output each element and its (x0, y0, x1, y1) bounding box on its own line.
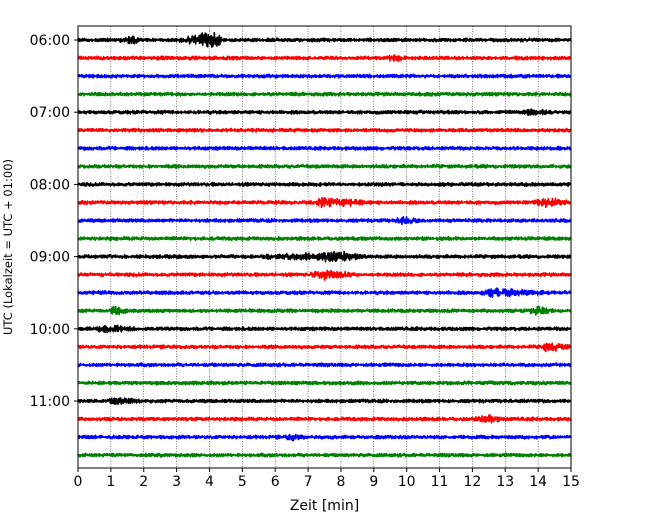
trace-1145 (77, 452, 572, 458)
x-tick-label-12: 12 (463, 474, 481, 490)
trace-1000 (77, 324, 572, 334)
x-tick-label-15: 15 (562, 474, 580, 490)
trace-0900 (77, 250, 572, 263)
trace-0645 (77, 91, 572, 97)
trace-0745 (77, 163, 572, 169)
trace-0930 (77, 287, 572, 298)
trace-1130 (77, 433, 572, 442)
y-tick-label-2: 08:00 (30, 177, 70, 193)
trace-0800 (77, 181, 572, 188)
x-tick-label-14: 14 (529, 474, 547, 490)
x-tick-label-13: 13 (496, 474, 514, 490)
x-tick-label-5: 5 (238, 474, 247, 490)
trace-1100 (77, 397, 572, 405)
x-tick-label-10: 10 (398, 474, 416, 490)
x-tick-label-9: 9 (369, 474, 378, 490)
x-tick-label-8: 8 (336, 474, 345, 490)
trace-0730 (77, 145, 572, 151)
y-tick-label-3: 09:00 (30, 250, 70, 266)
y-tick-label-0: 06:00 (30, 33, 70, 49)
trace-0630 (77, 73, 572, 79)
trace-0700 (77, 108, 572, 116)
x-tick-label-1: 1 (106, 474, 115, 490)
x-tick-label-4: 4 (205, 474, 214, 490)
trace-1115 (77, 414, 572, 424)
trace-0715 (77, 127, 572, 133)
y-tick-label-4: 10:00 (30, 322, 70, 338)
grid-lines (110, 26, 539, 468)
trace-0915 (77, 269, 572, 281)
x-tick-label-6: 6 (271, 474, 280, 490)
trace-1045 (77, 380, 572, 386)
plot-frame (77, 25, 572, 469)
trace-0830 (77, 216, 572, 226)
trace-0615 (77, 54, 572, 63)
y-axis-ticks: 06:00 07:00 08:00 09:00 10:00 11:00 (30, 33, 78, 410)
x-tick-label-2: 2 (139, 474, 148, 490)
x-tick-label-3: 3 (172, 474, 181, 490)
y-tick-label-5: 11:00 (30, 394, 70, 410)
y-tick-label-1: 07:00 (30, 105, 70, 121)
seismogram-traces (77, 31, 572, 458)
trace-0845 (77, 235, 572, 242)
x-axis-label: Zeit [min] (290, 498, 359, 514)
trace-1015 (77, 342, 572, 353)
x-tick-label-11: 11 (431, 474, 449, 490)
y-axis-label: UTC (Lokalzeit = UTC + 01:00) (1, 159, 15, 335)
x-tick-label-0: 0 (74, 474, 83, 490)
trace-0945 (77, 305, 572, 316)
x-axis-ticks: 0 1 2 3 4 5 6 7 8 9 10 11 12 13 14 15 (74, 468, 580, 490)
x-tick-label-7: 7 (304, 474, 313, 490)
trace-1030 (77, 362, 572, 368)
trace-0815 (77, 196, 572, 209)
trace-0600 (77, 31, 572, 48)
